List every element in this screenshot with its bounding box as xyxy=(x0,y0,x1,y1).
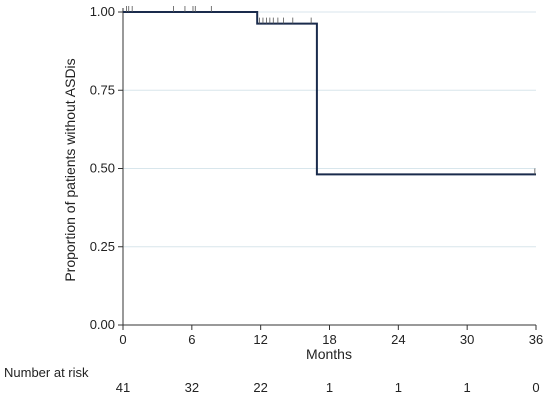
x-tick-label-3: 18 xyxy=(322,332,336,347)
y-tick-label-3: 0.75 xyxy=(90,82,115,97)
survival-step-line-0 xyxy=(123,11,536,176)
x-tick-label-5: 30 xyxy=(460,332,474,347)
x-axis-title: Months xyxy=(306,346,352,362)
y-tick-label-2: 0.50 xyxy=(90,161,115,176)
censor-marks xyxy=(126,6,536,175)
y-axis-title: Proportion of patients without ASDis xyxy=(62,58,78,281)
y-tick-label-0: 0.00 xyxy=(90,317,115,332)
y-tick-label-1: 0.25 xyxy=(90,239,115,254)
x-tick-label-4: 24 xyxy=(391,332,405,347)
risk-value-0: 41 xyxy=(116,380,130,395)
risk-value-18: 1 xyxy=(326,380,333,395)
risk-value-30: 1 xyxy=(464,380,471,395)
x-tick-label-2: 12 xyxy=(253,332,267,347)
tick-labels: 0.00 0.25 0.50 0.75 1.00 0 6 12 18 24 30 36 xyxy=(90,4,544,347)
x-tick-label-6: 36 xyxy=(529,332,543,347)
risk-value-12: 22 xyxy=(253,380,267,395)
x-tick-label-1: 6 xyxy=(188,332,195,347)
risk-table-values: 41 32 22 1 1 1 0 xyxy=(116,380,540,395)
x-tick-label-0: 0 xyxy=(119,332,126,347)
y-tick-label-4: 1.00 xyxy=(90,4,115,19)
risk-value-36: 0 xyxy=(532,380,539,395)
axes xyxy=(118,8,537,330)
risk-value-24: 1 xyxy=(395,380,402,395)
gridlines xyxy=(123,11,536,248)
risk-value-6: 32 xyxy=(185,380,199,395)
risk-table-title: Number at risk xyxy=(4,365,89,380)
survival-curve xyxy=(123,11,536,176)
